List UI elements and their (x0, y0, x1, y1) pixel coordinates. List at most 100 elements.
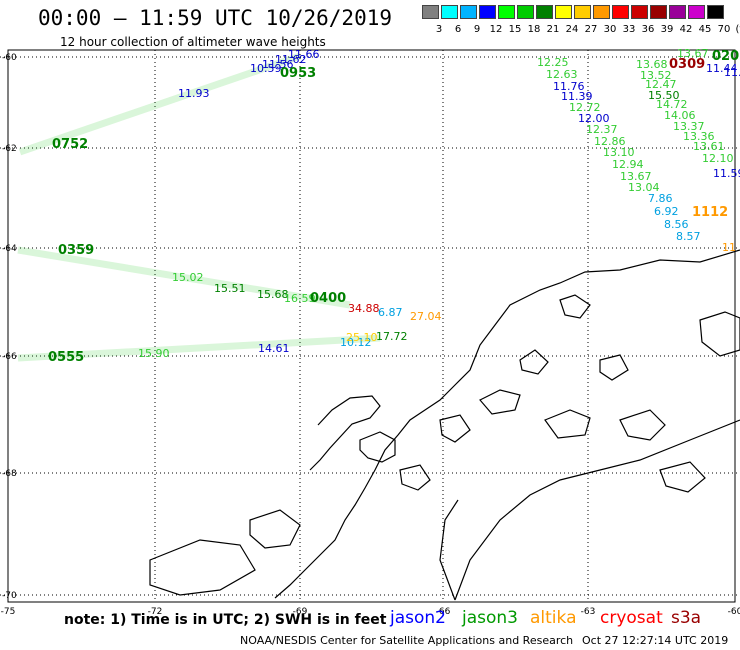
wave-height-value: 13.37 (673, 120, 705, 133)
legend-label: 30 (603, 24, 617, 35)
wave-height-value: 13.04 (628, 181, 660, 194)
latitude-label: -62 (2, 144, 17, 154)
longitude-label: -75 (1, 607, 16, 617)
wave-height-value: 34.88 (348, 302, 380, 315)
wave-height-value: 11.76 (553, 80, 585, 93)
legend-label: 42 (679, 24, 693, 35)
latitude-label: -68 (2, 469, 17, 479)
wave-height-value: 12.10 (702, 152, 734, 165)
wave-height-value: 6.92 (654, 205, 679, 218)
credit-line: NOAA/NESDIS Center for Satellite Applica… (240, 634, 574, 647)
legend-label: 3 (435, 24, 443, 35)
legend-swatch (650, 5, 667, 19)
wave-height-value: 15.68 (257, 288, 289, 301)
pass-time-label: 0953 (280, 66, 316, 81)
wave-height-value: 12.63 (546, 68, 578, 81)
legend-swatch (441, 5, 458, 19)
wave-height-value: 15.90 (138, 347, 170, 360)
wave-height-value: 11.66 (288, 48, 320, 61)
legend-label: 18 (527, 24, 541, 35)
satellite-track (18, 52, 302, 156)
legend-swatch (669, 5, 686, 19)
wave-height-value: 11.39 (561, 90, 593, 103)
satellite-track (17, 246, 351, 309)
wave-height-value: 17.72 (376, 330, 408, 343)
generation-timestamp: Oct 27 12:27:14 UTC 2019 (582, 634, 729, 647)
wave-height-value: 12.47 (645, 78, 677, 91)
satellite-track (17, 334, 381, 362)
legend-swatch (631, 5, 648, 19)
legend-label: 9 (473, 24, 481, 35)
satellite-altika: altika (530, 608, 577, 628)
pass-time-label: 0400 (310, 291, 346, 306)
pass-time-label: 0752 (52, 137, 88, 152)
wave-height-value: 12.86 (594, 135, 626, 148)
wave-height-value: 13.61 (693, 140, 725, 153)
pass-time-label: 0309 (669, 57, 705, 72)
wave-height-value: 14.06 (664, 109, 696, 122)
satellite-cryosat: cryosat (600, 608, 663, 628)
legend-swatch (479, 5, 496, 19)
legend-label: 27 (584, 24, 598, 35)
longitude-label: -60 (728, 607, 740, 617)
pass-time-label: 020 (712, 49, 739, 64)
wave-height-value: 11.56 (262, 58, 294, 71)
latitude-label: -70 (2, 591, 17, 601)
wave-height-value: 10.59 (250, 62, 282, 75)
wave-height-value: 16.59 (284, 292, 316, 305)
legend-swatch (422, 5, 439, 19)
wave-height-value: 25.10 (346, 331, 378, 344)
wave-height-value: 12.72 (569, 101, 601, 114)
legend-swatch (688, 5, 705, 19)
wave-height-value: 10.12 (340, 336, 372, 349)
longitude-label: -66 (436, 607, 451, 617)
wave-height-value: 13.36 (683, 130, 715, 143)
antarctic-peninsula-coastline (149, 249, 740, 601)
legend-swatch (517, 5, 534, 19)
wave-height-value: 27.04 (410, 310, 442, 323)
altimeter-tracks: 11.6611.6211.5610.59095311.93075212.2512… (17, 47, 740, 365)
legend-label: 24 (565, 24, 579, 35)
wave-height-value: 14.61 (258, 342, 290, 355)
wave-height-value: 11.59 (713, 167, 740, 180)
legend-label: 70 (717, 24, 731, 35)
legend-swatch (555, 5, 572, 19)
pass-time-label: 0359 (58, 243, 94, 258)
wave-height-value: 11 (722, 241, 736, 254)
wave-height-value: 13.67 (677, 47, 709, 60)
wave-height-value: 11.62 (275, 53, 307, 66)
longitude-label: -72 (148, 607, 163, 617)
legend-label: 21 (546, 24, 560, 35)
wave-height-value: 12.25 (537, 56, 569, 69)
pass-time-label: 1112 (692, 205, 728, 220)
wave-height-value: 8.57 (676, 230, 701, 243)
legend-label: 36 (641, 24, 655, 35)
latitude-label: -60 (2, 53, 17, 63)
legend-label: 15 (508, 24, 522, 35)
wave-height-value: 13.68 (636, 58, 668, 71)
map-title: 00:00 – 11:59 UTC 10/26/2019 (38, 6, 393, 30)
satellite-jason3: jason3 (462, 608, 518, 628)
legend-swatch (612, 5, 629, 19)
wave-height-value: 11.44 (706, 62, 738, 75)
wave-height-value: 13.67 (620, 170, 652, 183)
legend-swatch (498, 5, 515, 19)
units-note: note: 1) Time is in UTC; 2) SWH is in fe… (64, 612, 387, 628)
longitude-label: -69 (293, 607, 308, 617)
latitude-label: -66 (2, 352, 17, 362)
legend-label: 45 (698, 24, 712, 35)
legend-swatch (460, 5, 477, 19)
satellite-jason2: jason2 (390, 608, 446, 628)
legend-label: (ft) (735, 24, 740, 35)
legend-label: 12 (489, 24, 503, 35)
longitude-label: -63 (581, 607, 596, 617)
pass-time-label: 0555 (48, 350, 84, 365)
wave-height-value: 7.86 (648, 192, 673, 205)
wave-height-value: 6.87 (378, 306, 403, 319)
map-subtitle: 12 hour collection of altimeter wave hei… (60, 35, 326, 49)
wave-height-value: 14.72 (656, 98, 688, 111)
map-frame (7, 49, 736, 603)
wave-height-value: 12.94 (612, 158, 644, 171)
wave-height-value: 12.00 (578, 112, 610, 125)
